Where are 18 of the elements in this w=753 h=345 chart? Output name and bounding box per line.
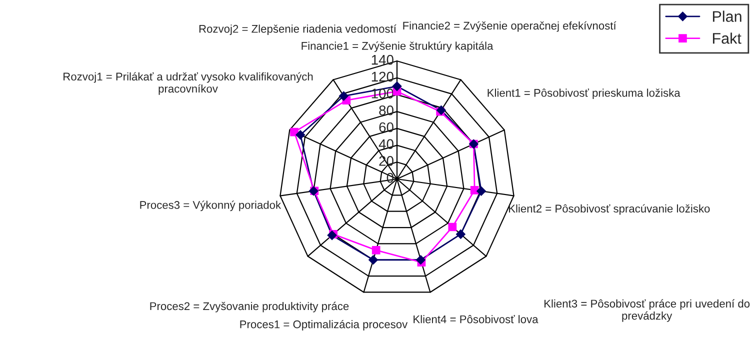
spoke-label: Rozvoj2 = Zlepšenie riadenia vedomostí bbox=[199, 24, 396, 35]
spoke-label: Klient2 = Pôsobivosť spracúvanie ložisko bbox=[508, 204, 710, 215]
spoke-label: Proces1 = Optimalizácia procesov bbox=[240, 320, 408, 330]
spoke-label: Klient3 = Pôsobivosť práce pri uvedení do prevádzky bbox=[544, 299, 750, 322]
y-tick-label: 140 bbox=[372, 54, 394, 65]
spoke-label: Klient1 = Pôsobivosť prieskuma ložiska bbox=[488, 88, 680, 99]
spoke-label: Klient4 = Pôsobivosť lova bbox=[414, 315, 538, 324]
spoke-label: Rozvoj1 = Prilákať a udržať vysoko kvalifikovaných pracovníkov bbox=[64, 72, 313, 95]
spoke-label: Financie2 = Zvýšenie operačnej efekívností bbox=[403, 21, 616, 32]
spoke-label: Proces3 = Výkonný poriadok bbox=[140, 200, 282, 212]
legend-label: Plan bbox=[712, 10, 742, 22]
legend-label: Fakt bbox=[712, 32, 742, 44]
spoke-label: Financie1 = Zvýšenie štruktúry kapitála bbox=[302, 42, 494, 52]
y-tick-label: 80 bbox=[379, 105, 394, 116]
y-tick-label: 60 bbox=[379, 122, 394, 132]
spoke-label: Proces2 = Zvyšovanie produktivity práce bbox=[150, 302, 349, 312]
y-tick-label: 40 bbox=[378, 139, 394, 150]
y-tick-label: 120 bbox=[372, 72, 394, 82]
